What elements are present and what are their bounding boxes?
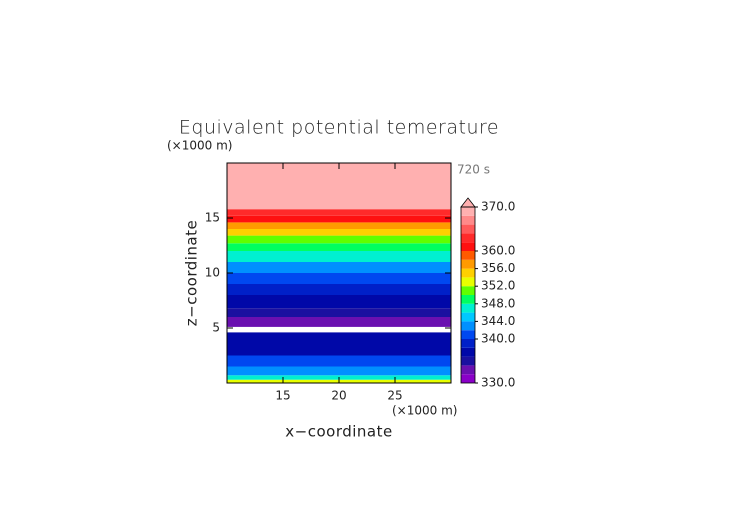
- colorbar-tick-label: 352.0: [481, 279, 515, 293]
- contour-band: [227, 243, 451, 251]
- x-tick-label: 20: [331, 389, 346, 403]
- contour-band: [227, 332, 451, 356]
- contour-band: [227, 215, 451, 223]
- colorbar-frame: [460, 206, 476, 384]
- colorbar-box: [461, 365, 475, 375]
- time-label: 720 s: [457, 163, 490, 177]
- contour-band: [227, 209, 451, 216]
- x-unit-label: (×1000 m): [392, 404, 457, 418]
- colorbar-tick-label: 344.0: [481, 314, 515, 328]
- colorbar-box: [461, 356, 475, 366]
- contour-band: [227, 308, 451, 317]
- colorbar-extend: [460, 197, 476, 208]
- colorbar-box: [461, 330, 475, 339]
- colorbar-box: [461, 295, 475, 304]
- x-tick-label: 15: [275, 389, 290, 403]
- colorbar-box: [461, 286, 475, 295]
- colorbar-box: [461, 312, 475, 322]
- contour-band: [227, 229, 451, 236]
- colorbar-tick-label: 356.0: [481, 261, 515, 275]
- contour-band: [227, 262, 451, 273]
- colorbar-box: [461, 374, 475, 383]
- contour-band: [227, 295, 451, 309]
- colorbar-box: [461, 277, 475, 287]
- y-tick-label: 10: [205, 266, 220, 280]
- contour-band: [227, 366, 451, 376]
- colorbar-tick-label: 330.0: [481, 376, 515, 390]
- colorbar-box: [461, 303, 475, 313]
- y-tick-label: 15: [205, 211, 220, 225]
- contour-band: [227, 222, 451, 229]
- colorbar-box: [461, 224, 475, 234]
- colorbar-box: [461, 268, 475, 278]
- colorbar-box: [461, 339, 475, 348]
- colorbar-tick-label: 370.0: [481, 200, 515, 214]
- colorbar-box: [461, 251, 475, 260]
- colorbar-box: [461, 233, 475, 243]
- chart-title: Equivalent potential temerature: [179, 117, 499, 139]
- colorbar-box: [461, 207, 475, 216]
- y-unit-label: (×1000 m): [167, 139, 232, 153]
- colorbar-box: [461, 259, 475, 269]
- contour-band: [227, 284, 451, 295]
- colorbar-box: [461, 215, 475, 225]
- colorbar-tick-label: 340.0: [481, 332, 515, 346]
- colorbar-box: [461, 347, 475, 357]
- colorbar-tick-label: 348.0: [481, 296, 515, 310]
- colorbar-box: [461, 321, 475, 331]
- contour-band: [227, 273, 451, 284]
- contour-band: [227, 317, 451, 327]
- contour-band: [227, 235, 451, 244]
- colorbar-box: [461, 242, 475, 251]
- contour-band: [227, 355, 451, 367]
- y-tick-label: 5: [212, 321, 220, 335]
- contour-band: [227, 251, 451, 262]
- contour-band: [227, 163, 451, 210]
- x-axis-label: x−coordinate: [285, 423, 392, 441]
- colorbar-tick-label: 360.0: [481, 244, 515, 258]
- y-axis-label: z−coordinate: [183, 220, 201, 326]
- x-tick-label: 25: [387, 389, 402, 403]
